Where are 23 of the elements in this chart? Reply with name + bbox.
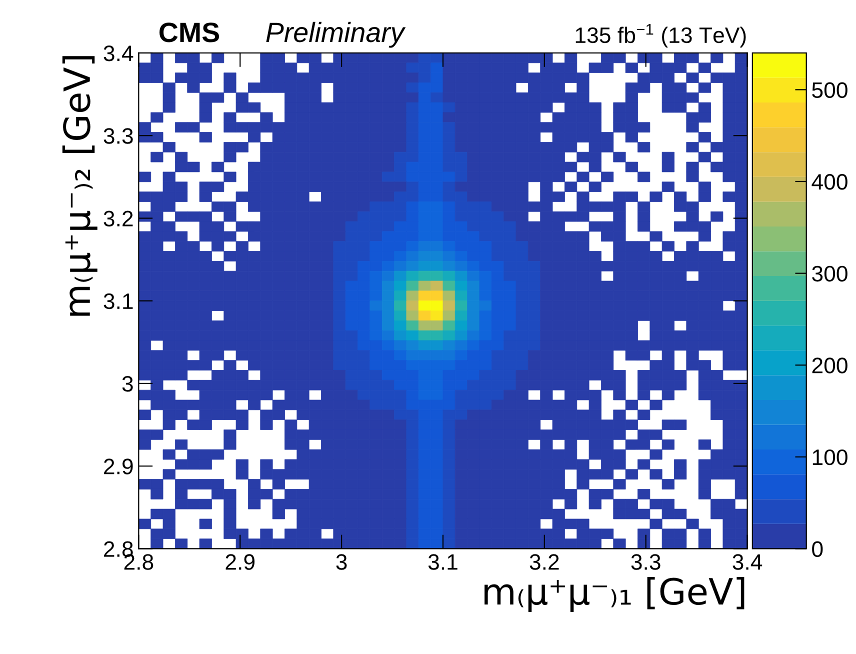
x-tick-label: 3.2 [530, 554, 559, 570]
color-bar-label: 500 [812, 82, 848, 98]
color-bar-label: 200 [812, 358, 848, 374]
x-axis-title: m₍μ⁺μ⁻₎₁ [GeV] [484, 577, 744, 612]
color-bar-label: 100 [812, 449, 848, 466]
chart-title: CMS [160, 22, 220, 42]
x-tick-label: 3 [336, 554, 347, 570]
color-bar-label: 300 [812, 266, 848, 282]
color-bar-label: 0 [812, 541, 823, 557]
y-tick-label: 3 [122, 376, 133, 392]
x-tick-label: 3.3 [631, 554, 660, 570]
y-axis-title: m₍μ⁺μ⁻₎₂ [GeV] [62, 56, 98, 316]
y-tick-label: 3.3 [104, 128, 133, 144]
y-tick-label: 2.9 [104, 458, 133, 474]
y-tick-label: 3.2 [104, 210, 133, 226]
y-tick-label: 3.1 [104, 293, 133, 310]
x-tick-label: 3.1 [428, 554, 458, 570]
chart-subtitle: Preliminary [266, 22, 406, 48]
y-tick-label: 3.4 [104, 46, 134, 62]
color-bar-label: 400 [812, 174, 848, 190]
text: 135 fb$^{−1}$ (13 TeV) [576, 24, 746, 48]
x-tick-label: 3.4 [732, 554, 762, 570]
x-tick-label: 2.9 [226, 554, 254, 570]
